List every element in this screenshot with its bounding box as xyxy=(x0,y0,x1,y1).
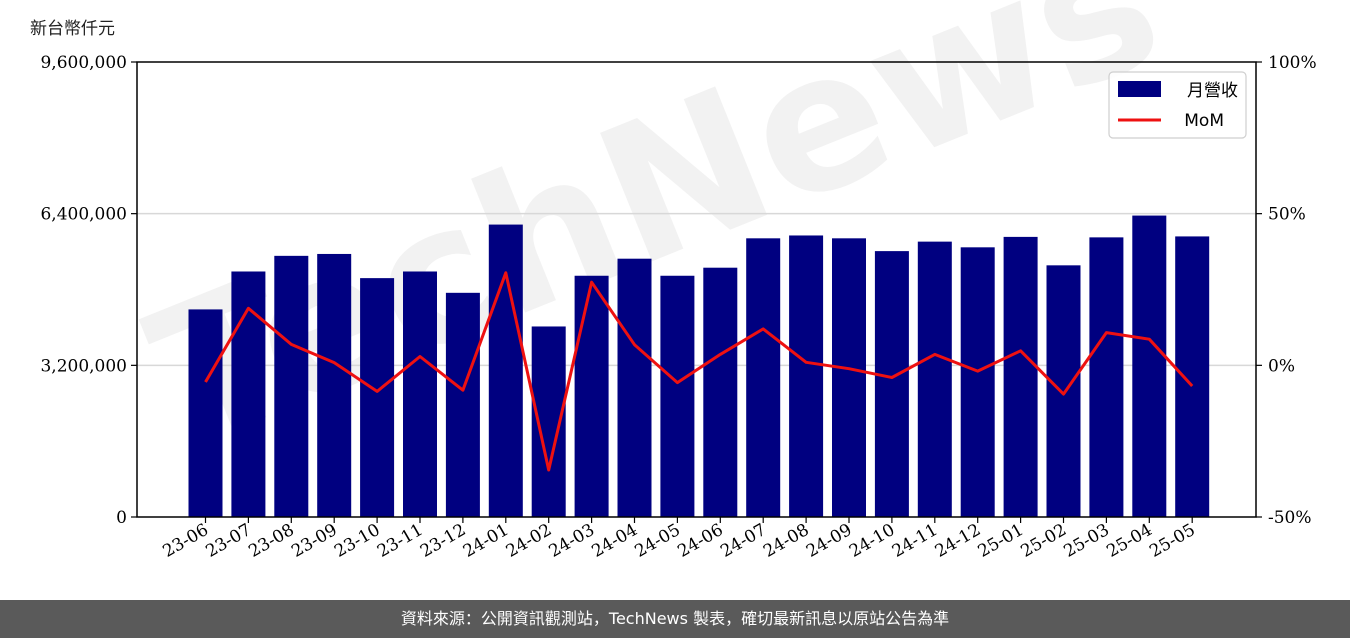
x-tick-label: 23-11 xyxy=(374,520,426,562)
left-tick-label: 3,200,000 xyxy=(40,356,127,376)
x-tick-label: 23-06 xyxy=(160,520,212,562)
x-tick-label: 24-02 xyxy=(503,520,555,562)
bar-23-11 xyxy=(403,271,437,517)
bar-25-02 xyxy=(1046,265,1081,517)
legend-label-revenue: 月營收 xyxy=(1187,81,1238,101)
x-tick-label: 24-10 xyxy=(846,520,898,562)
x-tick-label: 23-10 xyxy=(331,520,383,562)
x-tick-label: 23-09 xyxy=(288,520,340,562)
x-tick-label: 25-02 xyxy=(1018,520,1070,562)
bar-24-07 xyxy=(746,238,781,517)
bar-23-09 xyxy=(317,253,352,517)
x-tick-label: 23-07 xyxy=(202,520,254,562)
mom-line xyxy=(204,271,1194,472)
right-tick-label: 0% xyxy=(1268,356,1295,376)
bar-24-10 xyxy=(874,251,909,517)
right-tick-label: -50% xyxy=(1268,508,1312,528)
x-tick-label: 23-12 xyxy=(417,520,469,562)
x-tick-label: 24-07 xyxy=(717,520,769,562)
left-tick-label: 0 xyxy=(116,508,127,528)
x-tick-label: 23-08 xyxy=(245,520,297,562)
x-tick-label: 24-06 xyxy=(674,520,726,562)
x-tick-label: 25-03 xyxy=(1060,520,1112,562)
bar-23-06 xyxy=(188,309,223,517)
bar-23-10 xyxy=(360,278,395,517)
plot-frame xyxy=(136,61,1257,518)
legend-bar-swatch xyxy=(1118,81,1161,97)
bar-23-08 xyxy=(274,255,309,518)
x-tick-label: 25-04 xyxy=(1103,520,1155,562)
bar-24-09 xyxy=(832,238,866,517)
bar-24-04 xyxy=(617,258,652,517)
revenue-chart: TechNews 03,200,0006,400,0009,600,000-50… xyxy=(40,0,1317,562)
legend: 月營收 MoM xyxy=(1108,71,1247,139)
bar-25-03 xyxy=(1089,237,1124,518)
x-tick-label: 24-08 xyxy=(760,520,812,562)
x-tick-label: 24-11 xyxy=(889,520,941,562)
x-tick-label: 24-03 xyxy=(546,520,598,562)
bar-25-01 xyxy=(1003,236,1038,517)
legend-label-mom: MoM xyxy=(1184,111,1224,131)
bar-24-03 xyxy=(574,275,609,517)
bar-23-12 xyxy=(445,292,480,517)
right-tick-label: 50% xyxy=(1268,205,1306,225)
x-tick-label: 24-12 xyxy=(932,520,984,562)
x-tick-label: 25-01 xyxy=(975,520,1027,562)
source-footer: 資料來源：公開資訊觀測站，TechNews 製表，確切最新訊息以原站公告為準 xyxy=(0,600,1350,638)
x-tick-label: 24-09 xyxy=(803,520,855,562)
bar-25-04 xyxy=(1132,215,1167,517)
y-axis-unit-label: 新台幣仟元 xyxy=(30,19,115,39)
bar-24-11 xyxy=(917,241,952,518)
left-tick-label: 9,600,000 xyxy=(40,53,127,73)
bar-24-12 xyxy=(960,247,995,518)
bar-24-01 xyxy=(488,224,523,518)
left-tick-label: 6,400,000 xyxy=(40,205,127,225)
bar-24-08 xyxy=(789,235,824,517)
x-tick-label: 25-05 xyxy=(1146,520,1198,562)
bar-23-07 xyxy=(231,271,266,517)
bar-25-05 xyxy=(1175,236,1210,517)
right-tick-label: 100% xyxy=(1268,53,1317,73)
bar-series xyxy=(188,215,1210,518)
x-tick-label: 24-04 xyxy=(589,520,641,562)
x-tick-label: 24-05 xyxy=(631,520,683,562)
bar-24-06 xyxy=(703,267,738,517)
bar-24-05 xyxy=(660,275,695,517)
mom-line-series xyxy=(204,271,1194,472)
x-tick-label: 24-01 xyxy=(460,520,512,562)
